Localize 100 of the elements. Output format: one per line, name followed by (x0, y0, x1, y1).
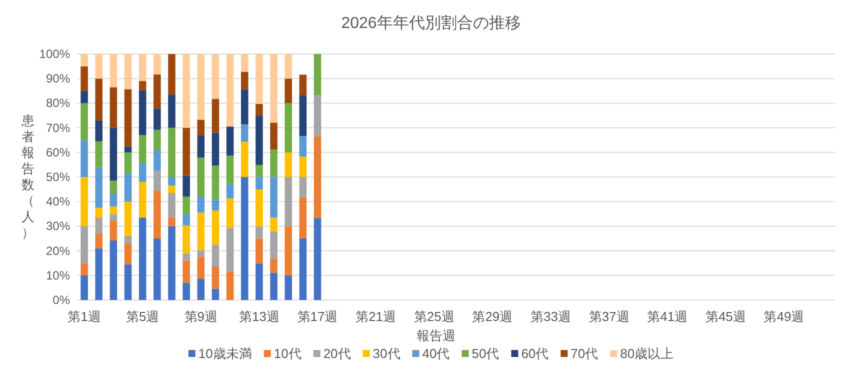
bar (110, 220, 118, 240)
bar (95, 120, 103, 142)
bar (197, 256, 205, 279)
legend-label: 20代 (323, 346, 351, 361)
bar (95, 248, 103, 300)
bar (256, 264, 263, 300)
bar (212, 98, 220, 133)
bar (138, 90, 146, 136)
y-axis-title: 患者報告数（人） (20, 113, 34, 240)
bar (240, 72, 248, 90)
y-tick-label: 50% (46, 170, 70, 184)
bar (182, 225, 190, 254)
x-tick-label: 第21週 (356, 309, 396, 324)
bar (138, 182, 146, 218)
y-tick-label: 80% (46, 96, 70, 110)
bar (80, 177, 88, 226)
bar (168, 192, 176, 218)
bar (182, 176, 190, 197)
bar (284, 54, 292, 79)
bar (182, 54, 190, 128)
legend-label: 80歳以上 (620, 346, 674, 361)
x-tick-label: 第45週 (705, 309, 746, 324)
bar (182, 214, 190, 226)
bar (226, 156, 234, 184)
bar (197, 278, 205, 300)
y-tick-label: 30% (46, 219, 70, 234)
bar (154, 74, 161, 109)
bar (226, 126, 234, 156)
bar (197, 250, 205, 257)
bar (284, 275, 292, 300)
bar (226, 184, 234, 198)
y-tick-label: 0% (52, 293, 70, 307)
bar (212, 288, 220, 300)
bar (168, 128, 176, 177)
bar (168, 186, 176, 193)
bar (284, 78, 292, 104)
x-tick-label: 第29週 (472, 309, 513, 324)
bar (197, 196, 205, 212)
bar (284, 177, 292, 226)
bar (299, 177, 307, 198)
bar (212, 200, 220, 210)
bar (138, 163, 146, 182)
bar (80, 90, 88, 104)
bar (168, 226, 176, 300)
bar (168, 177, 176, 186)
bar (138, 81, 146, 90)
bar (299, 136, 307, 157)
bar (154, 190, 161, 238)
bar (154, 130, 161, 150)
chart-title: 2026年年代別割合の推移 (341, 14, 521, 32)
bar (240, 54, 248, 72)
bar (124, 264, 132, 300)
bar (226, 272, 234, 300)
bar (314, 95, 322, 136)
bar (212, 166, 220, 200)
x-tick-label: 第1週 (68, 309, 101, 324)
bar (138, 54, 146, 82)
x-tick-label: 第5週 (126, 309, 160, 324)
bar (110, 214, 118, 221)
bar (182, 196, 190, 214)
bar (138, 218, 146, 300)
bar (110, 206, 118, 214)
bar (124, 173, 132, 202)
x-tick-label: 第49週 (764, 309, 804, 324)
bar (110, 180, 118, 194)
bar (270, 176, 278, 218)
bar (270, 54, 278, 123)
bar (197, 135, 205, 158)
bar (314, 54, 322, 96)
bar (314, 136, 322, 218)
bar (212, 210, 220, 245)
x-tick-label: 第9週 (184, 309, 218, 324)
bar (110, 54, 118, 88)
bar (256, 116, 263, 165)
bar (299, 156, 307, 177)
bar (154, 238, 161, 300)
bar (124, 89, 132, 146)
bar (240, 89, 248, 124)
bar (226, 198, 234, 228)
bar (110, 240, 118, 300)
bar (240, 177, 248, 300)
x-tick-label: 第33週 (530, 309, 571, 324)
bar (168, 54, 176, 95)
legend-label: 30代 (372, 346, 400, 361)
bar (80, 54, 88, 66)
bar (110, 128, 118, 181)
bar (95, 78, 103, 120)
x-tick-label: 第17週 (297, 309, 338, 324)
bar (168, 218, 176, 226)
legend-label: 50代 (472, 346, 500, 361)
bar (110, 193, 118, 207)
bar (212, 266, 220, 289)
bar (314, 218, 322, 300)
y-tick-label: 90% (46, 72, 70, 86)
bar (270, 150, 278, 177)
bar (124, 54, 132, 90)
bar (197, 120, 205, 136)
bar (256, 226, 263, 238)
bar (182, 260, 190, 283)
bar (212, 54, 220, 99)
